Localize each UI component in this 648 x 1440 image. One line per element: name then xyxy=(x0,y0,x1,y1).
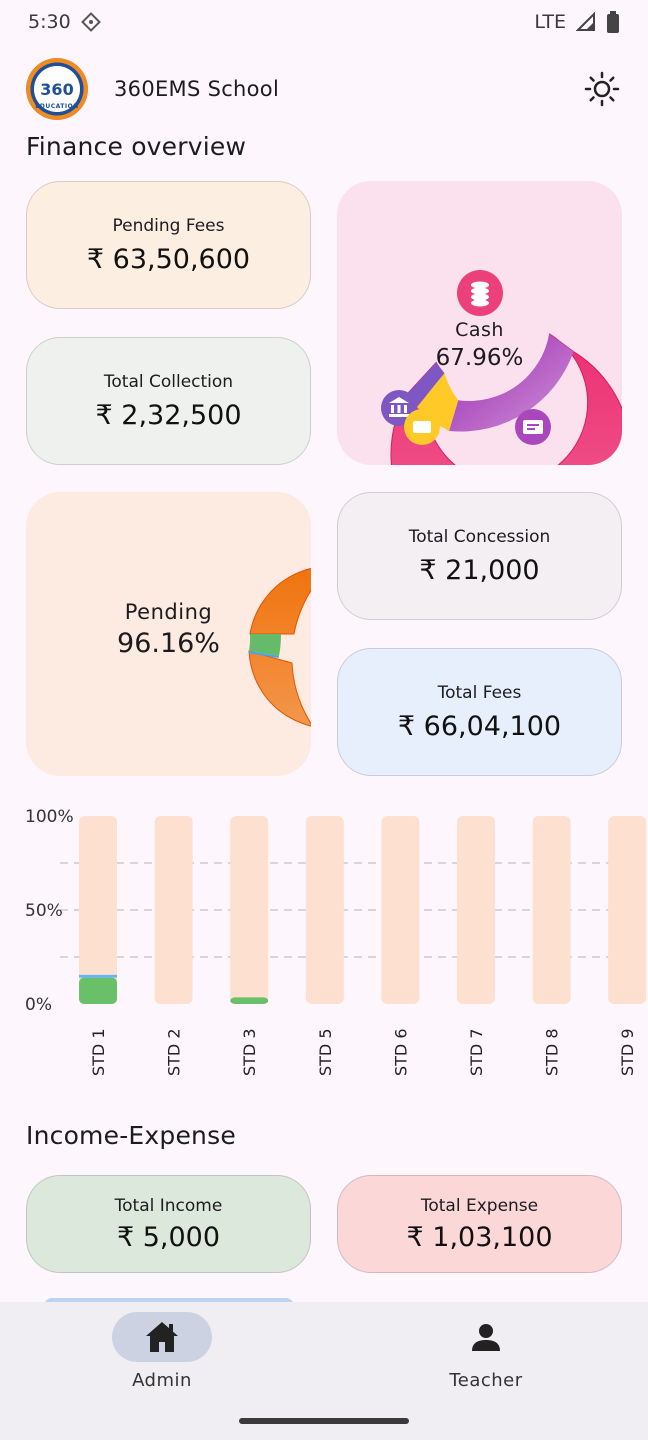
status-bar: 5:30 LTE xyxy=(0,0,648,44)
bar-remaining xyxy=(230,816,269,1004)
nav-label-teacher: Teacher xyxy=(449,1370,523,1391)
total-concession-label: Total Concession xyxy=(408,526,551,547)
total-expense-card[interactable]: Total Expense ₹ 1,03,100 xyxy=(337,1175,622,1273)
payment-mode-donut xyxy=(381,270,622,465)
x-tick-label: STD 9 xyxy=(618,1028,637,1076)
home-indicator xyxy=(239,1418,409,1424)
bank-icon xyxy=(389,397,409,417)
payment-donut-label: Cash xyxy=(455,319,504,341)
wallet-icon xyxy=(413,421,431,433)
network-type: LTE xyxy=(534,11,566,33)
nav-label-admin: Admin xyxy=(132,1370,192,1391)
notification-icon xyxy=(80,12,101,32)
total-collection-label: Total Collection xyxy=(103,371,234,392)
total-income-value: ₹ 5,000 xyxy=(116,1221,221,1253)
nav-pill-teacher xyxy=(436,1312,536,1362)
cheque-icon xyxy=(523,420,543,434)
slice-cheque xyxy=(449,333,574,432)
bar-remaining xyxy=(457,816,495,1004)
signal-icon xyxy=(576,12,595,31)
y-tick-label: 0% xyxy=(25,995,52,1015)
logo-subtext: EDUCATION xyxy=(35,103,79,110)
bottom-navigation: Admin Teacher xyxy=(0,1302,648,1440)
nav-pill-admin xyxy=(112,1312,212,1362)
slice-collected xyxy=(249,634,282,656)
total-expense-value: ₹ 1,03,100 xyxy=(406,1221,553,1253)
slice-concession xyxy=(248,651,279,658)
nav-item-admin[interactable]: Admin xyxy=(0,1302,324,1440)
income-expense-title: Income-Expense xyxy=(26,1121,236,1150)
battery-icon xyxy=(607,11,619,33)
bar-collected xyxy=(230,997,269,1004)
total-income-label: Total Income xyxy=(114,1195,223,1216)
y-tick-label: 50% xyxy=(25,901,63,921)
fee-status-donut xyxy=(248,568,311,727)
total-fees-value: ₹ 66,04,100 xyxy=(397,710,562,742)
y-tick-label: 100% xyxy=(25,807,74,827)
app-bar: 360 EDUCATION 360EMS School xyxy=(0,52,648,126)
bar-remaining xyxy=(608,816,647,1004)
class-fee-bar-chart: 100% 50% 0% STD 1 STD 2 STD 3 STD 5 STD 6 STD 7 S… xyxy=(25,807,648,1076)
bar-remaining xyxy=(305,816,344,1004)
status-donut-label: Pending xyxy=(124,600,213,624)
x-tick-label: STD 5 xyxy=(316,1028,335,1076)
x-tick-label: STD 6 xyxy=(391,1028,410,1076)
finance-overview-title: Finance overview xyxy=(26,132,247,161)
x-tick-label: STD 8 xyxy=(543,1028,562,1076)
total-collection-card[interactable]: Total Collection ₹ 2,32,500 xyxy=(26,337,311,465)
pending-fees-card[interactable]: Pending Fees ₹ 63,50,600 xyxy=(26,181,311,309)
pending-fees-label: Pending Fees xyxy=(112,215,225,236)
x-tick-label: STD 1 xyxy=(89,1028,108,1076)
theme-toggle-button[interactable] xyxy=(582,69,622,109)
app-title: 360EMS School xyxy=(114,77,280,101)
bar-remaining xyxy=(154,816,193,1004)
status-donut-value: 96.16% xyxy=(117,628,220,659)
school-logo: 360 EDUCATION xyxy=(26,58,88,120)
payment-donut-value: 67.96% xyxy=(435,345,524,371)
total-fees-label: Total Fees xyxy=(437,682,522,703)
person-icon xyxy=(472,1324,500,1351)
logo-text: 360 xyxy=(40,79,74,99)
bar-remaining xyxy=(381,816,420,1004)
x-tick-label: STD 3 xyxy=(240,1028,259,1076)
status-time: 5:30 xyxy=(28,11,71,33)
total-concession-value: ₹ 21,000 xyxy=(419,554,540,586)
home-icon xyxy=(146,1322,178,1352)
bar-remaining xyxy=(79,816,117,1004)
total-collection-value: ₹ 2,32,500 xyxy=(95,399,242,431)
x-tick-label: STD 7 xyxy=(467,1028,486,1076)
bar-collected xyxy=(79,977,117,1004)
bar-remaining xyxy=(532,816,571,1004)
slice-bank xyxy=(407,362,445,407)
total-expense-label: Total Expense xyxy=(420,1195,539,1216)
sun-icon xyxy=(584,71,620,107)
fee-status-chart-card[interactable]: Pending 96.16% xyxy=(26,492,311,776)
bar-concession xyxy=(79,974,117,978)
payment-mode-chart-card[interactable]: Cash 67.96% xyxy=(337,181,622,465)
total-concession-card[interactable]: Total Concession ₹ 21,000 xyxy=(337,492,622,620)
slice-pending xyxy=(248,568,311,727)
total-income-card[interactable]: Total Income ₹ 5,000 xyxy=(26,1175,311,1273)
pending-fees-value: ₹ 63,50,600 xyxy=(86,243,251,275)
x-tick-label: STD 2 xyxy=(165,1028,184,1076)
total-fees-card[interactable]: Total Fees ₹ 66,04,100 xyxy=(337,648,622,776)
coins-icon xyxy=(471,281,489,307)
nav-item-teacher[interactable]: Teacher xyxy=(324,1302,648,1440)
